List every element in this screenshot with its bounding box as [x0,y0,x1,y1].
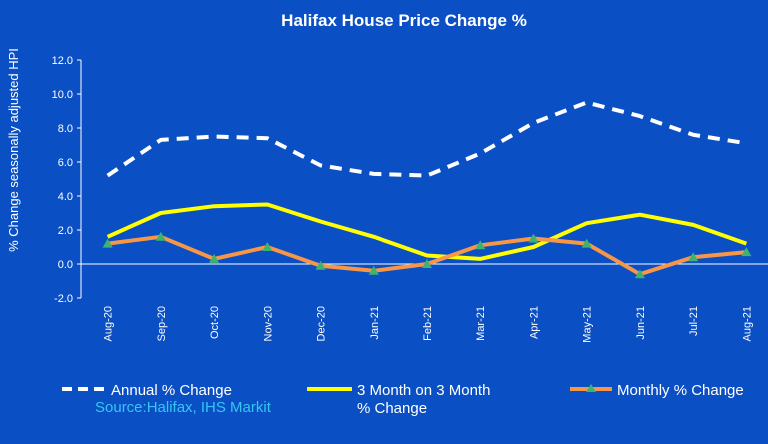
data-point-monthly [528,233,539,243]
y-tick-label: -2.0 [54,293,73,305]
x-tick-label: Aug-20 [103,306,115,341]
legend: Annual % Change 3 Month on 3 Month % Cha… [62,382,744,417]
source-text: Source:Halifax, IHS Markit [95,399,272,416]
y-tick-label: 6.0 [58,157,73,169]
x-tick-label: Feb-21 [422,306,434,341]
data-point-monthly [475,240,486,250]
data-point-monthly [688,252,699,262]
series-line-three-month [106,202,748,261]
y-axis-label: % Change seasonally adjusted HPI [6,48,21,252]
x-tick-label: Dec-20 [316,306,328,341]
chart-title: Halifax House Price Change % [281,11,527,30]
series-line-annual [106,100,747,178]
legend-label-three-month-line2: % Change [357,400,427,417]
x-tick-labels: Aug-20 Sep-20 Oct-20 Nov-20 Dec-20 Jan-21 Feb-… [103,306,754,343]
y-tick-label: 2.0 [58,225,73,237]
x-tick-label: Nov-20 [262,306,274,341]
data-point-monthly [155,231,166,241]
series-layer [102,100,752,279]
legend-label-monthly: Monthly % Change [617,382,744,399]
x-tick-label: Jan-21 [369,306,381,340]
legend-marker-monthly [586,384,596,392]
data-point-monthly [368,265,379,275]
y-tick-labels: 12.0 10.0 8.0 6.0 4.0 2.0 0.0 -2.0 [52,55,81,305]
data-point-monthly [209,253,220,263]
data-point-monthly [262,242,273,251]
y-tick-label: 12.0 [52,55,73,67]
y-tick-label: 10.0 [52,89,73,101]
x-tick-label: Apr-21 [528,306,540,339]
data-point-monthly [634,269,645,279]
data-point-monthly [315,260,326,270]
legend-label-three-month-line1: 3 Month on 3 Month [357,382,490,399]
x-tick-label: May-21 [582,306,594,343]
data-point-monthly [741,247,752,257]
y-tick-label: 4.0 [58,191,73,203]
y-tick-label: 0.0 [58,259,73,271]
x-tick-label: Jun-21 [635,306,647,340]
data-point-monthly [581,238,592,248]
legend-label-annual: Annual % Change [111,382,232,399]
x-tick-label: Aug-21 [741,306,753,341]
y-tick-label: 8.0 [58,123,73,135]
x-tick-label: Oct-20 [209,306,221,339]
data-point-monthly [102,238,113,248]
data-point-monthly [422,259,432,268]
x-tick-label: Jul-21 [688,306,700,336]
x-tick-label: Sep-20 [156,306,168,341]
x-tick-label: Mar-21 [475,306,487,341]
